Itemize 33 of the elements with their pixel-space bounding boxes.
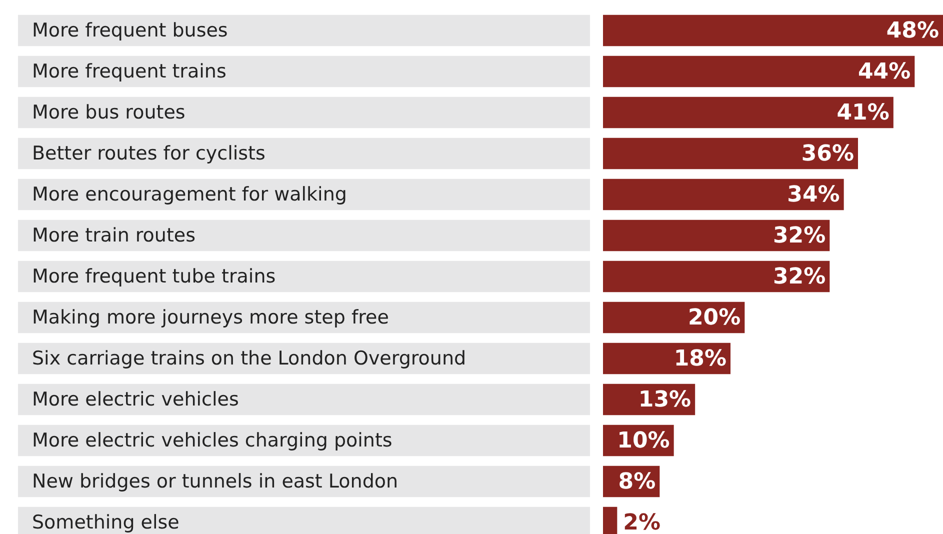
y-tick-label: More bus routes xyxy=(32,102,186,124)
y-tick-label: Something else xyxy=(32,512,180,534)
data-label: 8% xyxy=(618,470,656,494)
bar xyxy=(603,56,915,88)
bar xyxy=(603,96,894,128)
data-label: 32% xyxy=(772,264,826,290)
y-tick-label: More frequent tube trains xyxy=(32,266,276,288)
data-label: 2% xyxy=(623,510,661,534)
bar xyxy=(603,138,858,170)
data-label: 34% xyxy=(787,182,840,208)
y-tick-label: Better routes for cyclists xyxy=(32,142,266,164)
bar xyxy=(603,14,943,46)
data-label: 36% xyxy=(801,142,854,166)
y-tick-label: More electric vehicles xyxy=(32,388,239,410)
y-tick-label: More encouragement for walking xyxy=(32,184,347,206)
data-label: 20% xyxy=(688,306,741,330)
y-tick-label: More frequent buses xyxy=(32,20,228,42)
data-label: 13% xyxy=(638,388,692,412)
data-label: 10% xyxy=(617,428,670,454)
data-label: 44% xyxy=(858,60,911,84)
data-label: 48% xyxy=(886,18,939,44)
bar xyxy=(603,260,830,292)
y-tick-label: Making more journeys more step free xyxy=(32,306,389,328)
bar xyxy=(603,178,844,210)
y-tick-label: New bridges or tunnels in east London xyxy=(32,470,398,492)
y-tick-label: Six carriage trains on the London Overground xyxy=(32,348,466,370)
y-tick-label: More electric vehicles charging points xyxy=(32,430,392,452)
y-tick-label: More frequent trains xyxy=(32,60,226,82)
bar xyxy=(603,220,830,252)
y-tick-label: More train routes xyxy=(32,224,196,246)
data-label: 18% xyxy=(674,346,726,372)
data-label: 41% xyxy=(836,100,890,126)
data-label: 32% xyxy=(772,224,826,248)
